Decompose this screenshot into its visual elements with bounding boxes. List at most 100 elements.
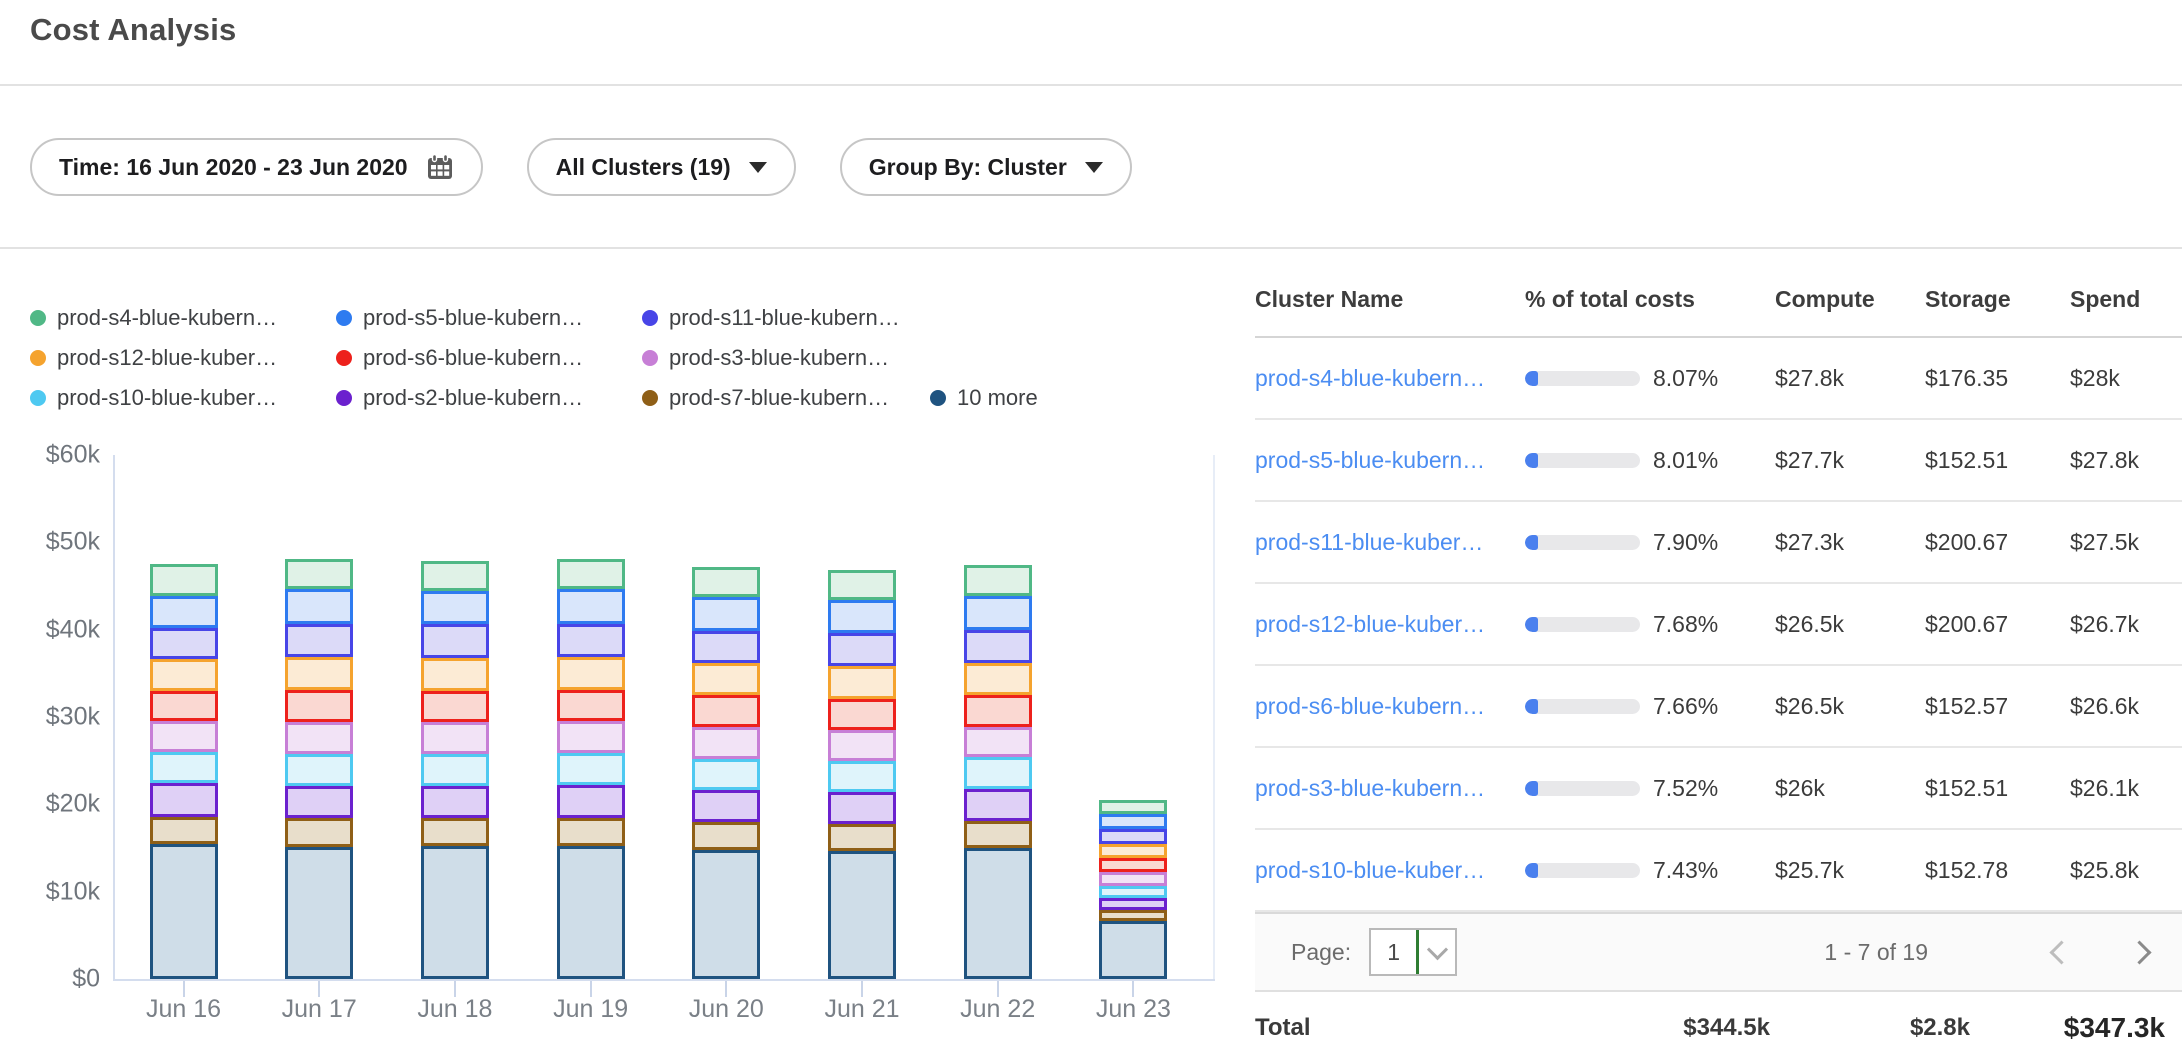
percent-progress-bar xyxy=(1525,617,1640,632)
cluster-name-link[interactable]: prod-s5-blue-kubern… xyxy=(1255,447,1485,473)
bar-segment[interactable] xyxy=(964,727,1032,758)
bar-segment[interactable] xyxy=(421,754,489,786)
bar-segment[interactable] xyxy=(285,589,353,623)
bar-segment[interactable] xyxy=(692,631,760,663)
bar-segment[interactable] xyxy=(828,792,896,823)
bar-segment[interactable] xyxy=(421,818,489,846)
bar-segment[interactable] xyxy=(285,690,353,722)
bar-segment[interactable] xyxy=(692,759,760,790)
next-page-button[interactable] xyxy=(2124,937,2154,967)
bar-segment[interactable] xyxy=(964,663,1032,695)
bar-segment[interactable] xyxy=(285,722,353,753)
bar-segment[interactable] xyxy=(964,789,1032,821)
bar-segment[interactable] xyxy=(150,564,218,595)
bar-segment[interactable] xyxy=(150,628,218,659)
bar-segment[interactable] xyxy=(1099,858,1167,872)
bar-segment[interactable] xyxy=(964,821,1032,848)
bar-segment[interactable] xyxy=(557,818,625,846)
bar-segment[interactable] xyxy=(421,591,489,624)
bar-segment[interactable] xyxy=(285,657,353,690)
bar-segment[interactable] xyxy=(828,600,896,633)
bar-segment[interactable] xyxy=(828,761,896,792)
percent-value: 7.68% xyxy=(1653,611,1718,638)
percent-progress-fill xyxy=(1525,617,1538,632)
bar-segment[interactable] xyxy=(150,659,218,690)
bar-segment[interactable] xyxy=(421,624,489,657)
bar-segment[interactable] xyxy=(828,851,896,979)
bar-segment[interactable] xyxy=(964,565,1032,596)
bar-segment[interactable] xyxy=(285,786,353,818)
bar-segment[interactable] xyxy=(150,721,218,752)
bar-segment[interactable] xyxy=(557,589,625,623)
bar-segment[interactable] xyxy=(828,730,896,761)
bar-segment[interactable] xyxy=(964,848,1032,979)
bar-segment[interactable] xyxy=(692,567,760,598)
bar-segment[interactable] xyxy=(1099,829,1167,844)
bar-segment[interactable] xyxy=(421,722,489,753)
cluster-name-link[interactable]: prod-s3-blue-kubern… xyxy=(1255,775,1485,801)
bar-segment[interactable] xyxy=(964,757,1032,788)
bar-segment[interactable] xyxy=(557,657,625,690)
bar-segment[interactable] xyxy=(285,818,353,847)
bar-segment[interactable] xyxy=(557,690,625,721)
bar-segment[interactable] xyxy=(557,846,625,979)
bar-segment[interactable] xyxy=(150,596,218,628)
bar-segment[interactable] xyxy=(828,699,896,730)
cluster-name-link[interactable]: prod-s12-blue-kuber… xyxy=(1255,611,1485,637)
bar-segment[interactable] xyxy=(285,847,353,979)
bar-segment[interactable] xyxy=(692,695,760,727)
bar-segment[interactable] xyxy=(150,752,218,783)
bar-segment[interactable] xyxy=(1099,898,1167,910)
bar-segment[interactable] xyxy=(1099,814,1167,829)
bar-segment[interactable] xyxy=(557,721,625,752)
bar-segment[interactable] xyxy=(828,824,896,851)
bar-segment[interactable] xyxy=(557,753,625,785)
bar-segment[interactable] xyxy=(1099,910,1167,921)
bar-segment[interactable] xyxy=(692,727,760,758)
bar-segment[interactable] xyxy=(421,658,489,691)
bar-segment[interactable] xyxy=(150,783,218,816)
bar-segment[interactable] xyxy=(150,691,218,722)
bar-segment[interactable] xyxy=(421,786,489,818)
bar-segment[interactable] xyxy=(1099,844,1167,859)
bar-segment[interactable] xyxy=(1099,872,1167,885)
bar-segment[interactable] xyxy=(557,624,625,657)
bar-segment[interactable] xyxy=(285,754,353,786)
bar-segment[interactable] xyxy=(285,624,353,657)
cluster-name-link[interactable]: prod-s10-blue-kuber… xyxy=(1255,857,1485,883)
cluster-name-link[interactable]: prod-s6-blue-kubern… xyxy=(1255,693,1485,719)
bar-segment[interactable] xyxy=(421,561,489,592)
bar-segment[interactable] xyxy=(692,597,760,630)
bar-segment[interactable] xyxy=(692,850,760,979)
percent-progress-fill xyxy=(1525,371,1538,386)
table-row: prod-s4-blue-kubern…8.07%$27.8k$176.35$2… xyxy=(1255,338,2182,420)
column-header: Cluster Name xyxy=(1255,286,1525,313)
bar-segment[interactable] xyxy=(828,666,896,698)
bar-segment[interactable] xyxy=(692,822,760,850)
bar-segment[interactable] xyxy=(828,633,896,666)
bar-segment[interactable] xyxy=(150,817,218,844)
cluster-name-link[interactable]: prod-s4-blue-kubern… xyxy=(1255,365,1485,391)
bar-segment[interactable] xyxy=(692,663,760,695)
x-axis-tick-label: Jun 20 xyxy=(656,995,796,1024)
bar-segment[interactable] xyxy=(285,559,353,590)
cluster-name-link[interactable]: prod-s11-blue-kuber… xyxy=(1255,529,1483,555)
bar-segment[interactable] xyxy=(557,559,625,590)
bar-segment[interactable] xyxy=(1099,800,1167,814)
bar-segment[interactable] xyxy=(964,630,1032,663)
percent-progress-bar xyxy=(1525,453,1640,468)
previous-page-button[interactable] xyxy=(2046,937,2076,967)
percent-progress-fill xyxy=(1525,453,1538,468)
bar-segment[interactable] xyxy=(964,596,1032,630)
page-select[interactable]: 1 xyxy=(1369,928,1457,976)
bar-segment[interactable] xyxy=(1099,886,1167,898)
bar-segment[interactable] xyxy=(692,790,760,821)
bar-segment[interactable] xyxy=(828,570,896,600)
bar-segment[interactable] xyxy=(421,691,489,722)
bar-segment[interactable] xyxy=(421,846,489,979)
bar-segment[interactable] xyxy=(557,785,625,818)
bar-segment[interactable] xyxy=(150,844,218,979)
bar-segment[interactable] xyxy=(964,695,1032,726)
y-axis-tick-label: $40k xyxy=(0,615,100,644)
bar-segment[interactable] xyxy=(1099,921,1167,979)
